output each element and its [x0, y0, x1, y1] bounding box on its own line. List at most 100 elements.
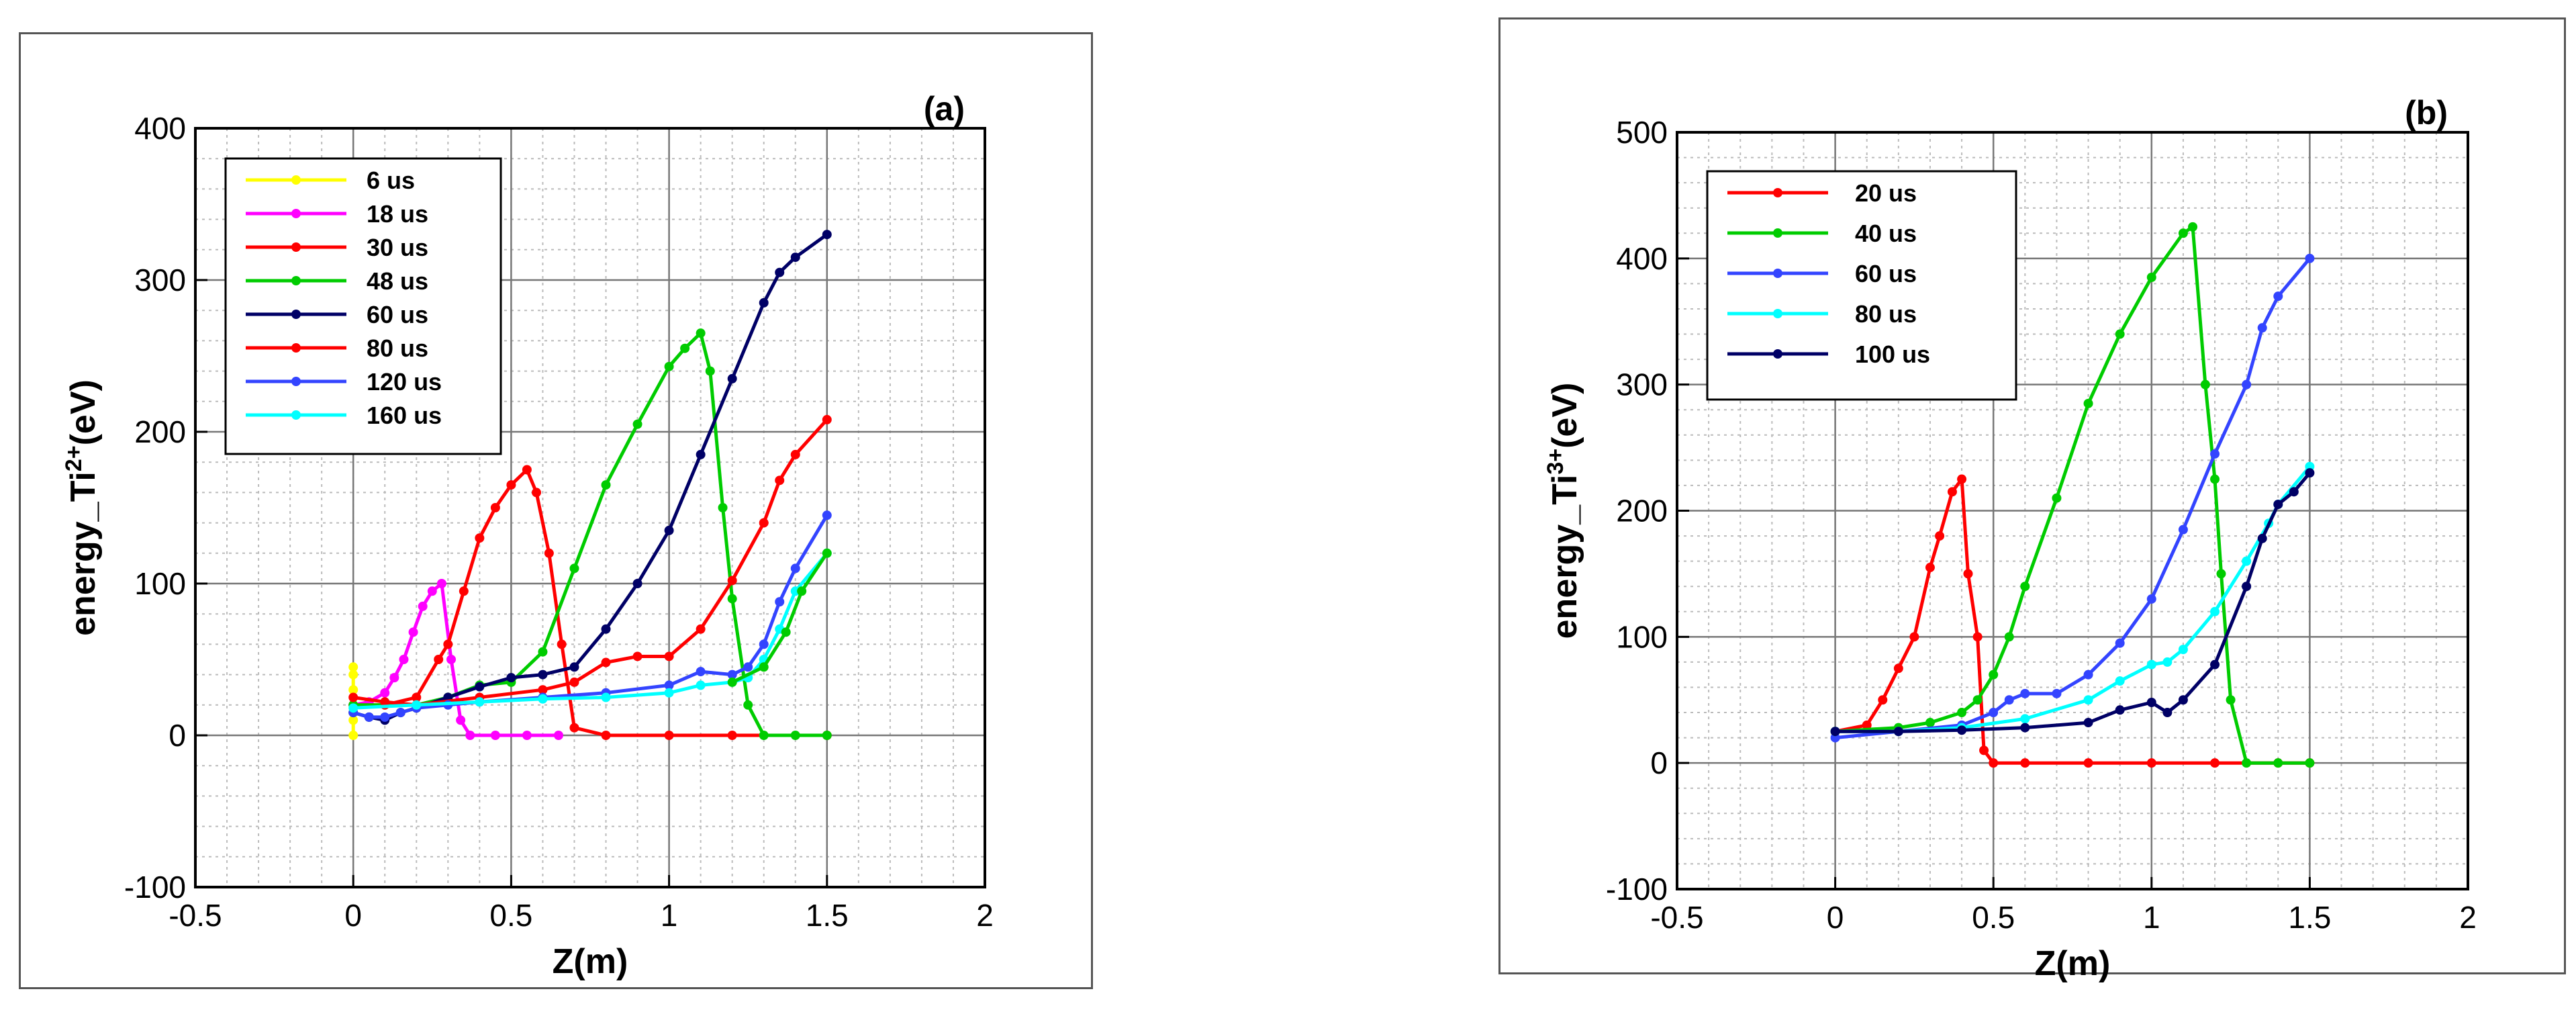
- data-point-48-us: [822, 731, 832, 740]
- data-point-80-us: [2020, 714, 2030, 724]
- data-point-6-us: [348, 685, 359, 695]
- y-axis-title-b: energy_Ti3+(eV): [1543, 383, 1584, 639]
- data-point-20-us: [1947, 487, 1957, 497]
- chart-a: -0.5 0 0.5 1 1.5 2 -100 0 100 200 300 400 Z(m) energy…: [61, 90, 994, 981]
- legend-swatch-marker: [1773, 269, 1782, 278]
- data-point-120-us: [696, 667, 706, 677]
- data-point-100-us: [2115, 705, 2125, 715]
- y-tick-label: 200: [1616, 494, 1668, 528]
- data-point-6-us: [348, 715, 359, 725]
- data-point-160-us: [696, 680, 706, 690]
- data-point-80-us: [348, 692, 359, 702]
- data-point-40-us: [2210, 474, 2220, 484]
- chart-panel-b: -0.5 0 0.5 1 1.5 2 -100 0 100 200 300 400 500 Z(m) ene…: [1498, 17, 2566, 983]
- plot-frame-a: [194, 127, 986, 888]
- data-point-40-us: [2188, 222, 2198, 232]
- x-tick-label: -0.5: [169, 898, 222, 933]
- x-tick-label: 0.5: [489, 898, 532, 933]
- axis-ticks-a: -0.5 0 0.5 1 1.5 2 -100 0 100 200 300 400: [124, 111, 994, 933]
- data-point-6-us: [348, 731, 359, 740]
- y-tick-label: 100: [1616, 619, 1668, 654]
- data-point-120-us: [790, 563, 800, 573]
- legend-swatch-marker: [291, 209, 301, 218]
- data-point-60-us: [2305, 253, 2315, 263]
- data-point-30-us: [557, 639, 567, 649]
- y-tick-label: 0: [1650, 745, 1668, 780]
- data-point-20-us: [1957, 474, 1967, 484]
- data-point-80-us: [2210, 606, 2220, 616]
- data-point-80-us: [380, 697, 390, 707]
- legend-swatch-marker: [1773, 309, 1782, 318]
- panel-label-a: (a): [924, 90, 965, 128]
- legend-label: 60 us: [367, 301, 428, 328]
- data-point-60-us: [822, 230, 832, 240]
- data-point-160-us: [348, 703, 359, 713]
- x-tick-label: 0.5: [1972, 900, 2015, 935]
- data-point-20-us: [1972, 632, 1983, 642]
- data-point-30-us: [601, 731, 611, 740]
- chart-panel-a: -0.5 0 0.5 1 1.5 2 -100 0 100 200 300 400 Z(m) energy…: [19, 32, 1093, 989]
- legend-label: 80 us: [1855, 300, 1917, 328]
- data-point-30-us: [412, 692, 422, 702]
- data-point-18-us: [465, 731, 475, 740]
- data-point-120-us: [727, 670, 737, 680]
- data-point-60-us: [2257, 323, 2267, 333]
- data-point-60-us: [475, 682, 485, 692]
- data-point-20-us: [1963, 569, 1973, 579]
- legend-label: 120 us: [367, 368, 442, 396]
- data-point-48-us: [718, 503, 728, 512]
- data-point-40-us: [2242, 758, 2252, 768]
- x-tick-label: 1.5: [806, 898, 849, 933]
- data-point-18-us: [456, 715, 466, 725]
- data-point-80-us: [727, 576, 737, 586]
- data-point-120-us: [775, 597, 785, 607]
- legend-swatch-marker: [291, 175, 301, 185]
- data-point-48-us: [727, 594, 737, 604]
- panel-label-b: (b): [2405, 94, 2448, 132]
- data-point-60-us: [790, 252, 800, 263]
- legend-swatch-marker: [291, 343, 301, 353]
- data-point-18-us: [522, 731, 532, 740]
- data-point-80-us: [790, 449, 800, 459]
- legend-swatch-marker: [291, 377, 301, 386]
- data-point-160-us: [797, 586, 807, 596]
- data-point-40-us: [2226, 695, 2236, 705]
- data-point-30-us: [459, 586, 469, 596]
- data-point-80-us: [664, 651, 674, 661]
- x-tick-label: 0: [1827, 900, 1844, 935]
- legend-swatch-marker: [1773, 228, 1782, 238]
- data-point-100-us: [2083, 718, 2093, 728]
- data-point-80-us: [2162, 657, 2173, 667]
- data-point-18-us: [427, 586, 437, 596]
- data-point-160-us: [822, 548, 832, 558]
- data-point-60-us: [696, 449, 706, 459]
- data-point-160-us: [601, 692, 611, 702]
- data-point-48-us: [790, 731, 800, 740]
- data-point-60-us: [775, 267, 785, 277]
- legend-swatch-marker: [1773, 349, 1782, 359]
- legend-label: 80 us: [367, 334, 428, 362]
- data-point-40-us: [2273, 758, 2283, 768]
- data-point-40-us: [2083, 398, 2093, 408]
- data-point-100-us: [2020, 723, 2030, 733]
- y-tick-label: 400: [1616, 241, 1668, 276]
- data-point-60-us: [2052, 688, 2062, 698]
- data-point-120-us: [743, 662, 753, 672]
- x-tick-label: 1: [2143, 900, 2160, 935]
- data-point-30-us: [544, 548, 554, 558]
- data-point-80-us: [569, 677, 579, 687]
- y-tick-label: 300: [134, 263, 186, 297]
- data-point-20-us: [1893, 663, 1903, 674]
- data-point-100-us: [2257, 533, 2267, 543]
- data-point-80-us: [632, 651, 642, 661]
- legend-swatch-marker: [1773, 188, 1782, 197]
- data-point-48-us: [705, 366, 715, 376]
- data-point-30-us: [475, 533, 485, 543]
- data-point-80-us: [2115, 676, 2125, 686]
- data-point-100-us: [2242, 582, 2252, 592]
- data-point-30-us: [434, 655, 444, 664]
- data-point-48-us: [759, 731, 769, 740]
- data-point-80-us: [822, 414, 832, 424]
- data-point-80-us: [759, 518, 769, 528]
- data-point-120-us: [759, 639, 769, 649]
